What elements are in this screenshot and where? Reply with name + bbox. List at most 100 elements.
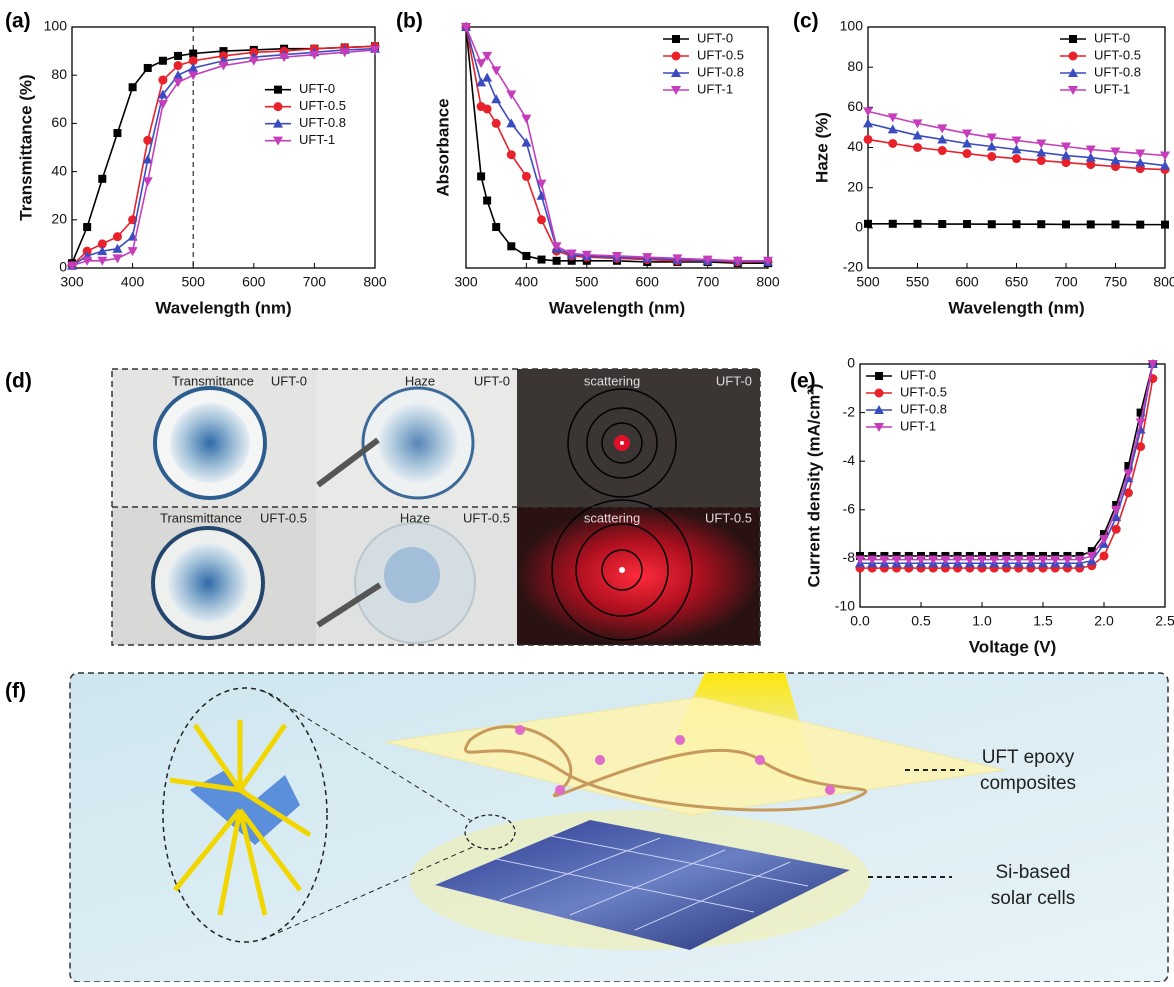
marker <box>864 220 872 228</box>
y-tick-label: -6 <box>843 501 856 517</box>
marker <box>98 175 106 183</box>
photo-label: UFT-0.5 <box>260 510 307 525</box>
marker <box>888 139 897 148</box>
legend-label: UFT-0.5 <box>697 47 744 62</box>
marker <box>1037 220 1045 228</box>
legend-label: UFT-1 <box>1094 81 1130 96</box>
marker <box>173 70 183 79</box>
y-tick-label: 60 <box>847 98 863 114</box>
y-tick-label: 80 <box>847 58 863 74</box>
marker <box>1112 220 1120 228</box>
marker <box>1087 220 1095 228</box>
legend-label: UFT-0 <box>299 81 335 96</box>
marker <box>491 66 501 75</box>
plot-frame <box>466 27 768 268</box>
x-tick-label: 800 <box>1153 274 1174 290</box>
marker <box>522 172 531 181</box>
marker <box>1037 156 1046 165</box>
panel-label: (d) <box>5 370 32 393</box>
x-tick-label: 600 <box>636 274 660 290</box>
x-tick-label: 750 <box>1104 274 1128 290</box>
x-axis-title: Wavelength (nm) <box>155 298 291 317</box>
marker <box>1012 154 1021 163</box>
x-tick-label: 400 <box>515 274 539 290</box>
y-tick-label: -2 <box>843 403 856 419</box>
marker <box>174 52 182 60</box>
x-tick-label: 800 <box>756 274 780 290</box>
x-tick-label: 800 <box>363 274 387 290</box>
marker <box>1161 221 1169 229</box>
marker <box>1100 551 1109 560</box>
y-tick-label: 40 <box>847 138 863 154</box>
y-tick-label: 0 <box>847 355 855 371</box>
y-tick-label: 100 <box>840 18 864 34</box>
x-tick-label: 400 <box>121 274 145 290</box>
legend-label: UFT-0.8 <box>299 115 346 130</box>
x-tick-label: 600 <box>242 274 266 290</box>
legend-label: UFT-1 <box>697 81 733 96</box>
marker <box>507 150 516 159</box>
marker <box>938 220 946 228</box>
photo-label: UFT-0 <box>716 373 752 388</box>
marker <box>143 177 153 186</box>
marker <box>864 135 873 144</box>
panel-label: (f) <box>5 680 26 703</box>
marker <box>537 215 546 224</box>
legend-label: UFT-0.5 <box>299 98 346 113</box>
y-tick-label: 40 <box>51 162 67 178</box>
y-tick-label: 0 <box>855 219 863 235</box>
marker <box>963 220 971 228</box>
photo <box>517 369 760 507</box>
emblem <box>378 403 458 483</box>
x-tick-label: 2.0 <box>1094 613 1114 629</box>
x-tick-label: 300 <box>60 274 84 290</box>
spot <box>620 441 624 445</box>
marker <box>987 152 996 161</box>
x-tick-label: 600 <box>955 274 979 290</box>
legend-marker <box>672 35 680 43</box>
schematic: UFT epoxy composites Si-based solar cell… <box>70 673 1168 982</box>
y-axis-title: Absorbance <box>433 98 452 196</box>
legend-label: UFT-0 <box>1094 30 1130 45</box>
marker <box>506 90 516 99</box>
marker <box>113 129 121 137</box>
x-tick-label: 500 <box>856 274 880 290</box>
marker <box>174 61 183 70</box>
y-tick-label: -4 <box>843 452 856 468</box>
legend-marker <box>1069 35 1077 43</box>
x-tick-label: 500 <box>182 274 206 290</box>
y-tick-label: 100 <box>44 18 68 34</box>
marker <box>913 143 922 152</box>
marker <box>521 115 531 124</box>
legend-label: UFT-0.8 <box>1094 64 1141 79</box>
legend-marker <box>875 389 884 398</box>
marker <box>83 223 91 231</box>
marker <box>129 83 137 91</box>
panel-label: (b) <box>396 10 423 33</box>
marker <box>1136 221 1144 229</box>
legend-label: UFT-0.5 <box>1094 47 1141 62</box>
y-tick-label: 20 <box>51 211 67 227</box>
photo-label: UFT-0.5 <box>705 510 752 525</box>
legend-label: UFT-1 <box>299 132 335 147</box>
marker <box>491 94 501 103</box>
x-tick-label: 1.0 <box>972 613 992 629</box>
photo-label: Haze <box>405 373 435 388</box>
y-tick-label: -10 <box>835 598 855 614</box>
marker <box>1013 220 1021 228</box>
marker <box>482 73 492 82</box>
y-axis-title: Haze (%) <box>812 112 831 183</box>
legend-marker <box>875 372 883 380</box>
panel-label: (c) <box>793 10 819 33</box>
photo-panel: Transmittance UFT-0 Haze UFT-0 scatterin… <box>112 369 760 645</box>
marker <box>963 149 972 158</box>
schematic-label: solar cells <box>991 888 1075 909</box>
marker <box>522 252 530 260</box>
y-tick-label: 0 <box>59 259 67 275</box>
legend-label: UFT-0 <box>900 367 936 382</box>
marker <box>113 232 122 241</box>
marker <box>483 104 492 113</box>
photo-label: UFT-0 <box>271 373 307 388</box>
legend-label: UFT-0 <box>697 30 733 45</box>
marker <box>128 247 138 256</box>
